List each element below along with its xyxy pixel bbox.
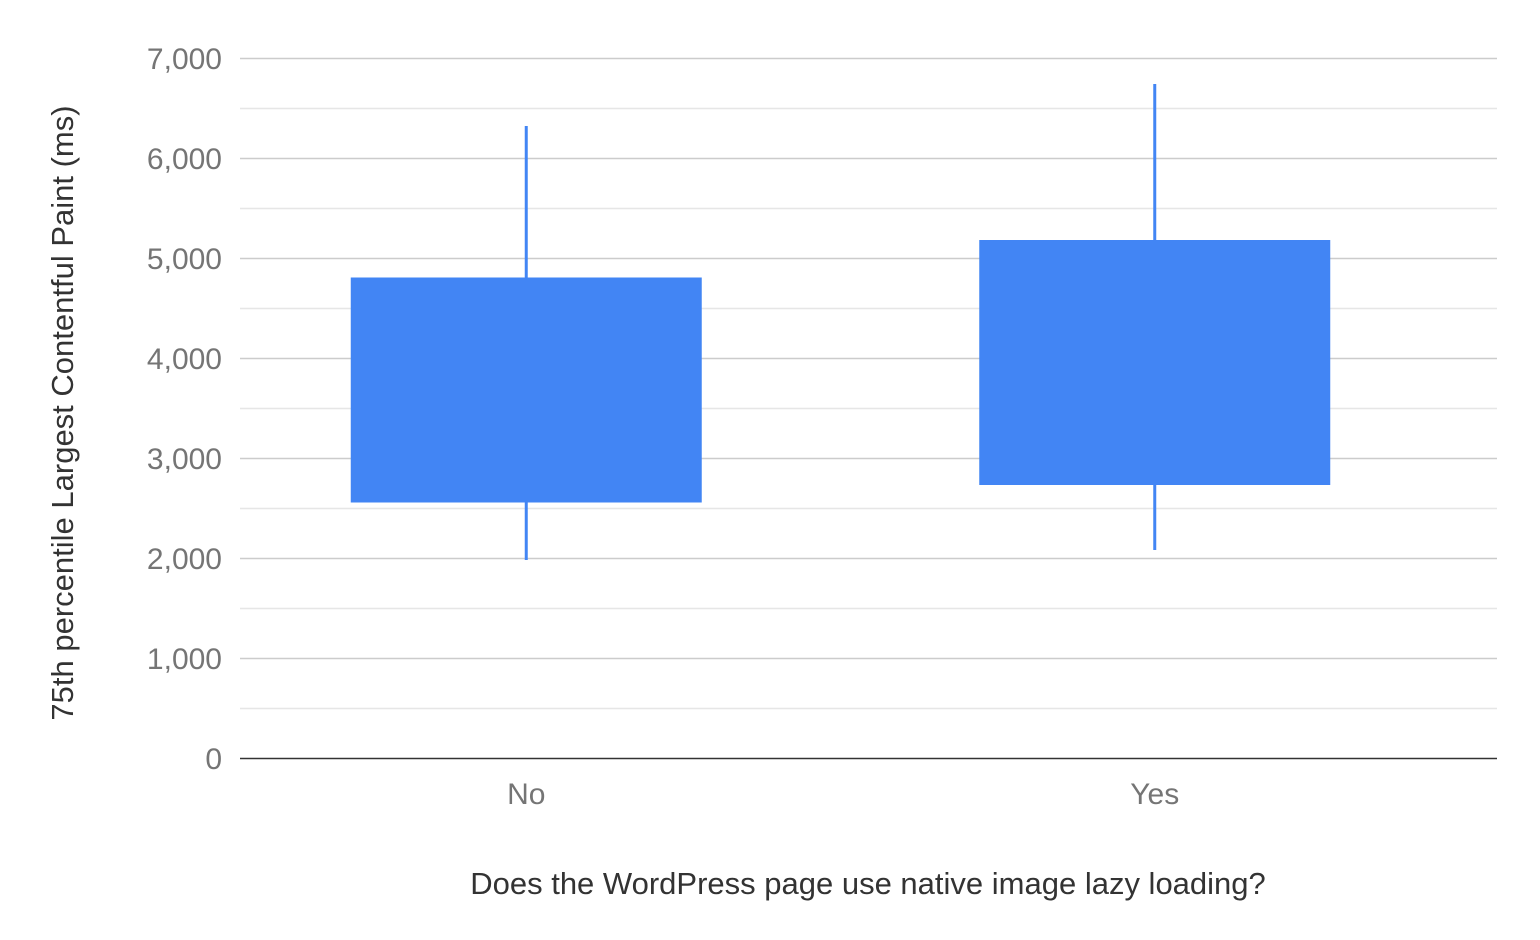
y-tick-label: 7,000 xyxy=(147,43,222,76)
candles xyxy=(350,84,1331,560)
y-axis-title: 75th percentile Largest Contentful Paint… xyxy=(45,105,80,720)
y-tick-label: 5,000 xyxy=(147,243,222,276)
y-tick-label: 2,000 xyxy=(147,543,222,576)
x-tick-label: No xyxy=(507,778,545,811)
candle-body xyxy=(979,240,1331,485)
x-tick-label: Yes xyxy=(1130,778,1179,811)
y-tick-label: 3,000 xyxy=(147,443,222,476)
y-tick-label: 6,000 xyxy=(147,143,222,176)
y-tick-label: 4,000 xyxy=(147,343,222,376)
candle-yes xyxy=(979,84,1331,550)
x-axis-tick-labels: No Yes xyxy=(507,778,1179,811)
x-axis-title: Does the WordPress page use native image… xyxy=(470,866,1266,901)
candle-body xyxy=(350,277,702,503)
y-tick-label: 0 xyxy=(205,743,222,776)
y-tick-label: 1,000 xyxy=(147,643,222,676)
candle-no xyxy=(350,126,702,560)
y-axis-tick-labels: 0 1,000 2,000 3,000 4,000 5,000 6,000 7,000 xyxy=(147,43,222,776)
